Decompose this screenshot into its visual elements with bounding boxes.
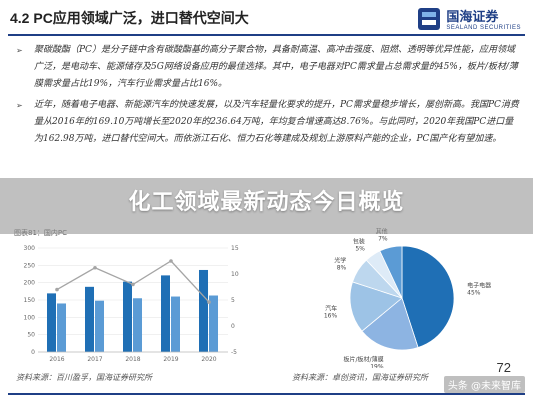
line-point xyxy=(207,300,211,304)
y-tick-label: 300 xyxy=(24,245,36,252)
page-title: 4.2 PC应用领域广泛，进口替代空间大 xyxy=(10,10,249,26)
pie-slice-label: 光学 xyxy=(334,257,346,265)
y-tick-label: 100 xyxy=(24,314,36,321)
logo-name-en: SEALAND SECURITIES xyxy=(446,25,521,31)
y-tick-label: 50 xyxy=(27,332,35,339)
bullet-item: ➢ 近年，随着电子电器、新能源汽车的快速发展，以及汽车轻量化要求的提升，PC需求… xyxy=(16,97,521,148)
bar xyxy=(133,298,142,352)
line-point xyxy=(131,282,135,287)
left-source-note: 资料来源：百川盈孚，国海证券研究所 xyxy=(16,373,152,382)
y-tick-label: 150 xyxy=(24,297,36,304)
line-point xyxy=(169,259,173,263)
page-number: 72 xyxy=(496,360,511,375)
pie-slice-label: 板片/板材/薄膜 xyxy=(344,355,384,363)
y-tick-label: 250 xyxy=(24,262,36,269)
pie-value-label: 19% xyxy=(370,363,384,368)
bar xyxy=(209,295,218,352)
line-point xyxy=(55,287,59,292)
left-figure: 图表81：国内PC 050100150200250300-50510152016… xyxy=(14,228,254,372)
bar xyxy=(85,286,94,352)
header-rule xyxy=(8,34,525,36)
pie-slice-label: 电子电器 xyxy=(467,282,491,290)
pie-value-label: 45% xyxy=(467,290,481,297)
page-header: 4.2 PC应用领域广泛，进口替代空间大 国海证券 SEALAND SECURI… xyxy=(0,0,533,36)
x-tick-label: 2020 xyxy=(201,356,216,363)
overlay-band xyxy=(0,178,533,234)
pie-slice xyxy=(379,245,403,299)
bar xyxy=(171,296,180,352)
logo-name-cn: 国海证券 xyxy=(446,9,499,24)
watermark-label: 头条 @未来智库 xyxy=(443,376,525,393)
y2-tick-label: -5 xyxy=(231,349,237,356)
x-tick-label: 2016 xyxy=(49,356,64,363)
y-tick-label: 0 xyxy=(31,349,35,356)
overlay-title: 化工领域最新动态今日概览 xyxy=(128,190,405,215)
y2-tick-label: 10 xyxy=(231,271,239,278)
bar xyxy=(199,269,208,352)
pie-value-label: 8% xyxy=(337,265,347,272)
pie-value-label: 5% xyxy=(355,245,365,252)
right-source-note: 资料来源：卓创资讯，国海证券研究所 xyxy=(292,373,428,382)
pie-slice xyxy=(401,245,455,348)
pie-slice-label: 汽车 xyxy=(325,304,337,312)
y2-tick-label: 0 xyxy=(231,323,235,330)
bar xyxy=(161,275,170,352)
x-tick-label: 2017 xyxy=(87,356,102,363)
growth-line xyxy=(56,260,210,303)
y2-tick-label: 15 xyxy=(231,245,239,252)
pie-slice xyxy=(361,297,419,351)
bullet-item: ➢ 聚碳酸酯（PC）是分子链中含有碳酸酯基的高分子聚合物，具备耐高温、高冲击强度… xyxy=(16,42,521,93)
bar xyxy=(95,300,104,352)
bullet-list: ➢ 聚碳酸酯（PC）是分子链中含有碳酸酯基的高分子聚合物，具备耐高温、高冲击强度… xyxy=(16,42,521,152)
bar xyxy=(47,293,56,352)
y2-tick-label: 5 xyxy=(231,297,235,304)
arrow-bullet-icon: ➢ xyxy=(16,101,23,110)
consumption-bar-chart: 0 50 100 150 200 250 300 -5 0 5 10 15 2016 2017 2018 20… xyxy=(24,245,239,363)
pie-slice-label: 包装 xyxy=(353,237,365,245)
company-logo: 国海证券 SEALAND SECURITIES xyxy=(418,6,521,31)
arrow-bullet-icon: ➢ xyxy=(16,46,23,55)
pie-value-label: 16% xyxy=(324,312,338,319)
bullet-text: 近年，随着电子电器、新能源汽车的快速发展，以及汽车轻量化要求的提升，PC需求量稳… xyxy=(34,100,519,144)
logo-text: 国海证券 SEALAND SECURITIES xyxy=(446,6,521,31)
bar xyxy=(57,303,66,352)
pie-value-label: 7% xyxy=(378,236,388,243)
line-point xyxy=(93,265,97,270)
y-tick-label: 200 xyxy=(24,280,36,287)
x-tick-label: 2019 xyxy=(163,356,178,363)
bar xyxy=(123,281,132,352)
bullet-text: 聚碳酸酯（PC）是分子链中含有碳酸酯基的高分子聚合物，具备耐高温、高冲击强度、阻… xyxy=(34,45,518,89)
footer-rule xyxy=(8,393,525,395)
logo-mark-icon xyxy=(418,7,441,30)
x-tick-label: 2018 xyxy=(125,356,140,363)
pie-slice xyxy=(349,281,403,332)
